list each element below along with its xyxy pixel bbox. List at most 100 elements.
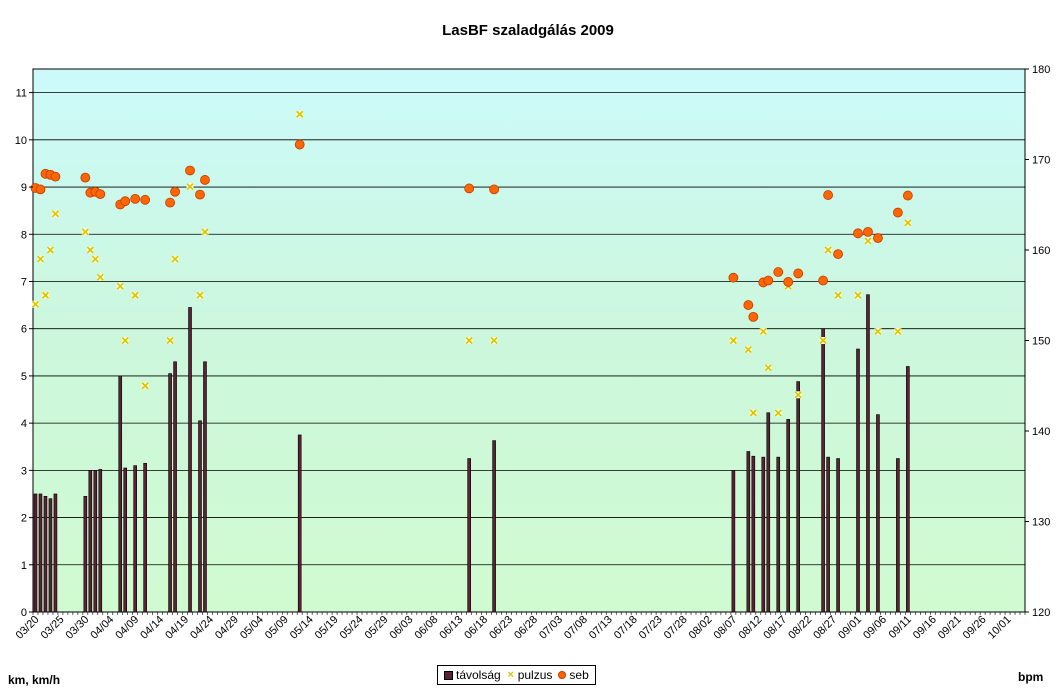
speed-point xyxy=(833,249,843,259)
distance-bar xyxy=(856,348,860,613)
pulse-point-x xyxy=(854,291,862,299)
pulse-point xyxy=(51,210,59,218)
y-left-tick-label: 5 xyxy=(21,371,27,383)
x-tick-label: 04/24 xyxy=(188,614,216,642)
x-tick-label: 04/09 xyxy=(113,614,141,642)
x-tick-label: 07/08 xyxy=(562,614,590,642)
speed-point xyxy=(853,228,863,239)
pulse-point xyxy=(874,327,882,336)
speed-point xyxy=(120,196,131,207)
pulse-point xyxy=(764,364,772,372)
distance-bar xyxy=(173,361,177,613)
speed-point xyxy=(294,139,305,150)
x-tick-label: 06/13 xyxy=(437,614,465,642)
x-tick-label: 04/29 xyxy=(213,614,241,642)
pulse-point-x xyxy=(864,237,872,245)
x-tick-label: 07/18 xyxy=(612,614,640,642)
pulse-point xyxy=(81,228,89,236)
x-tick-label: 03/20 xyxy=(14,614,42,642)
pulse-point xyxy=(171,255,179,263)
speed-point xyxy=(489,184,500,195)
y-right-tick-label: 180 xyxy=(1032,64,1050,76)
pulse-point-x xyxy=(824,246,832,254)
speed-point xyxy=(195,189,205,200)
distance-bar xyxy=(203,361,207,613)
pulse-point xyxy=(131,291,139,299)
x-tick-label: 06/18 xyxy=(462,614,490,642)
speed-point xyxy=(793,268,804,279)
distance-bar xyxy=(33,493,38,613)
pulse-point-x xyxy=(794,391,802,399)
pulse-point xyxy=(749,409,757,417)
legend-x-marker-icon: × xyxy=(507,669,514,681)
x-tick-label: 04/04 xyxy=(88,614,116,642)
speed-point xyxy=(823,190,833,200)
distance-bar xyxy=(118,375,123,613)
legend-bar-swatch xyxy=(444,670,453,680)
distance-bar xyxy=(93,470,98,613)
legend-item-distance: távolság xyxy=(444,668,501,682)
pulse-point xyxy=(86,246,94,254)
chart-legend: távolság × pulzus seb xyxy=(437,665,596,685)
x-tick-label: 06/28 xyxy=(512,614,540,642)
pulse-point xyxy=(824,246,832,254)
x-tick-label: 09/11 xyxy=(887,614,914,641)
x-tick-label: 07/28 xyxy=(662,614,690,642)
x-tick-label: 05/24 xyxy=(338,614,366,642)
y-left-tick-label: 10 xyxy=(15,135,27,147)
x-tick-label: 09/16 xyxy=(911,614,939,642)
pulse-point xyxy=(91,255,99,263)
x-tick-label: 03/25 xyxy=(39,614,67,642)
speed-point xyxy=(35,184,46,195)
pulse-point xyxy=(774,409,782,417)
y-left-tick-label: 6 xyxy=(21,324,27,336)
y-left-tick-label: 8 xyxy=(21,229,27,241)
x-tick-label: 05/09 xyxy=(263,614,291,642)
speed-point xyxy=(763,275,774,286)
pulse-point xyxy=(854,291,862,299)
x-tick-label: 09/01 xyxy=(836,614,864,642)
pulse-point xyxy=(465,336,473,345)
pulse-point xyxy=(166,336,174,345)
pulse-point-x xyxy=(186,183,194,191)
x-tick-label: 07/03 xyxy=(537,614,565,642)
pulse-point xyxy=(116,282,124,290)
speed-point xyxy=(130,193,141,204)
x-tick-label: 06/03 xyxy=(388,614,416,642)
pulse-point xyxy=(819,336,827,345)
y-right-tick-label: 130 xyxy=(1032,517,1050,529)
pulse-point xyxy=(31,300,40,308)
pulse-point-x xyxy=(729,336,737,345)
speed-point xyxy=(863,226,873,237)
pulse-point xyxy=(904,219,912,227)
pulse-point xyxy=(834,291,842,299)
pulse-point-x xyxy=(46,246,55,254)
pulse-point-x xyxy=(834,291,842,299)
pulse-point xyxy=(46,246,55,254)
x-tick-label: 07/23 xyxy=(637,614,665,642)
pulse-point xyxy=(894,327,902,336)
x-tick-label: 08/27 xyxy=(811,614,839,642)
pulse-point xyxy=(96,273,104,281)
pulse-point-x xyxy=(874,327,882,336)
y-left-tick-label: 3 xyxy=(21,465,27,477)
distance-bar xyxy=(123,467,128,613)
speed-point xyxy=(773,267,784,277)
distance-bar xyxy=(133,465,137,613)
pulse-point xyxy=(141,382,149,390)
distance-bar xyxy=(766,412,771,613)
y-left-tick-label: 11 xyxy=(16,88,27,100)
x-tick-label: 09/26 xyxy=(961,614,989,642)
y-right-tick-label: 150 xyxy=(1032,336,1050,348)
distance-bar xyxy=(866,294,870,613)
x-tick-label: 06/23 xyxy=(487,614,515,642)
distance-bar xyxy=(731,470,736,613)
pulse-point-x xyxy=(51,210,59,218)
y-right-tick-label: 160 xyxy=(1032,245,1050,257)
distance-bar xyxy=(836,458,840,613)
pulse-point xyxy=(196,291,204,299)
x-tick-label: 05/29 xyxy=(363,614,391,642)
pulse-point-x xyxy=(31,300,40,308)
distance-bar xyxy=(98,469,103,613)
pulse-point-x xyxy=(490,336,498,345)
